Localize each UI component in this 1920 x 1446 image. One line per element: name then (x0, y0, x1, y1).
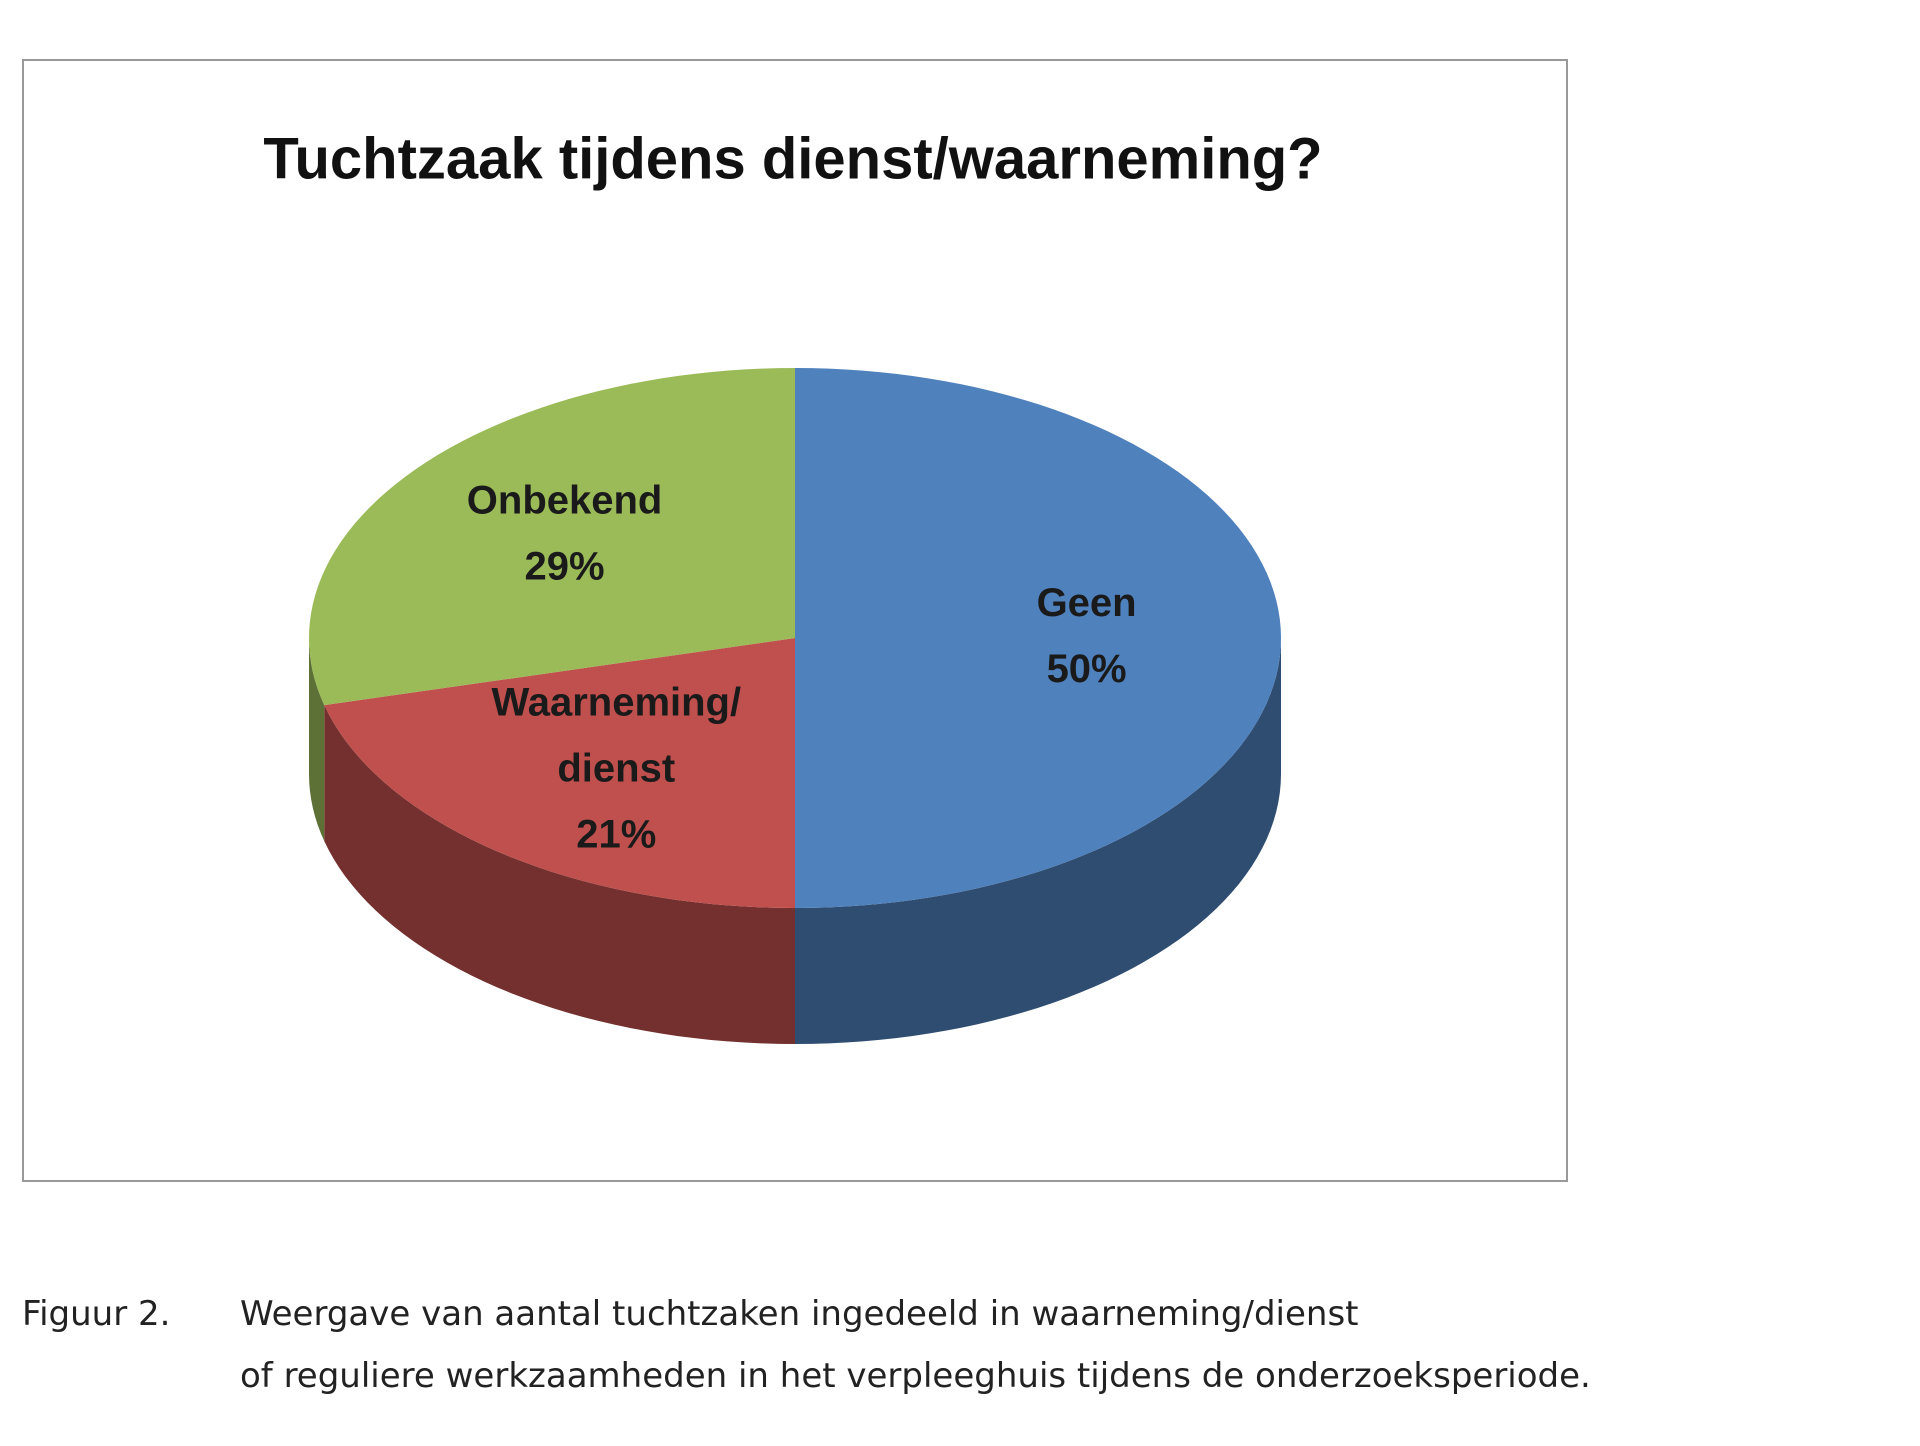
pie-slice-side (309, 638, 325, 842)
pie-slice-side (324, 705, 795, 1044)
pie: Geen 50% Waarneming/dienst 21% Onbekend 29% (309, 368, 1281, 1044)
slice-category-line: Waarneming/ (491, 680, 741, 724)
pie-slice (324, 638, 795, 908)
slice-label: Waarneming/dienst 21% (491, 680, 741, 856)
slice-category-line: Geen (1037, 581, 1137, 625)
pie-slice-side (795, 638, 1281, 1044)
pie-slice (309, 368, 795, 706)
caption-line: Weergave van aantal tuchtzaken ingedeeld… (240, 1294, 1359, 1334)
slice-category-line: dienst (557, 746, 675, 790)
caption-label: Figuur 2. (22, 1294, 170, 1334)
slice-category-line: Onbekend (467, 478, 663, 522)
caption-line: of reguliere werkzaamheden in het verple… (240, 1356, 1591, 1396)
slice-value-label: 21% (576, 812, 656, 856)
slice-category: Geen (1037, 581, 1137, 625)
slice-category: Waarneming/dienst (491, 680, 741, 790)
slice-label: Geen 50% (1037, 581, 1137, 691)
pie-slice (795, 368, 1281, 908)
chart-title: Tuchtzaak tijdens dienst/waarneming? (263, 126, 1322, 191)
slice-category: Onbekend (467, 478, 663, 522)
slice-label: Onbekend 29% (467, 478, 663, 588)
slice-value-label: 50% (1047, 647, 1127, 691)
slice-value-label: 29% (525, 544, 605, 588)
